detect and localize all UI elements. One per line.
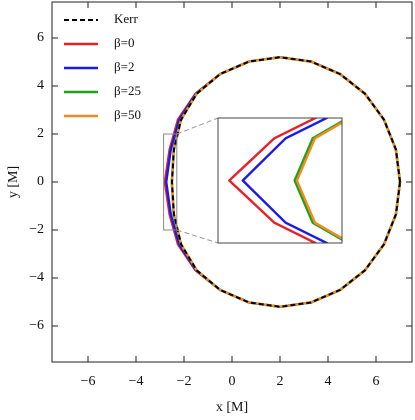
y-tick-label: −6 [29, 318, 44, 333]
x-tick-label: 6 [373, 374, 380, 389]
x-tick-label: 0 [229, 374, 236, 389]
legend-label: β=0 [114, 35, 134, 50]
inset-curve [228, 118, 319, 243]
plot-area [163, 56, 402, 308]
y-tick-label: −4 [29, 270, 44, 285]
y-tick-label: 0 [37, 174, 44, 189]
inset-plot [228, 118, 342, 243]
zoom-connector [176, 117, 219, 135]
legend-label: β=2 [114, 59, 134, 74]
inset-curve [295, 121, 342, 240]
legend-label: β=25 [114, 83, 141, 98]
shadow-curve [171, 56, 401, 308]
y-tick-label: 6 [37, 30, 44, 45]
x-axis-label: x [M] [216, 400, 248, 415]
inset-background [218, 118, 342, 243]
y-tick-label: 4 [37, 78, 44, 93]
y-tick-label: −2 [29, 222, 44, 237]
inset-curve [241, 118, 330, 243]
x-tick-label: −6 [81, 374, 96, 389]
legend-label: Kerr [114, 11, 138, 26]
x-tick-label: 4 [325, 374, 332, 389]
y-tick-label: 2 [37, 126, 44, 141]
x-tick-label: 2 [277, 374, 284, 389]
inset-frame [217, 117, 343, 244]
x-tick-label: −2 [177, 374, 192, 389]
legend-label: β=50 [114, 107, 141, 122]
zoom-region [163, 133, 178, 231]
y-axis-label: y [M] [6, 166, 21, 198]
zoom-connector [176, 229, 219, 244]
inset-curve [293, 119, 342, 242]
x-tick-label: −4 [129, 374, 144, 389]
